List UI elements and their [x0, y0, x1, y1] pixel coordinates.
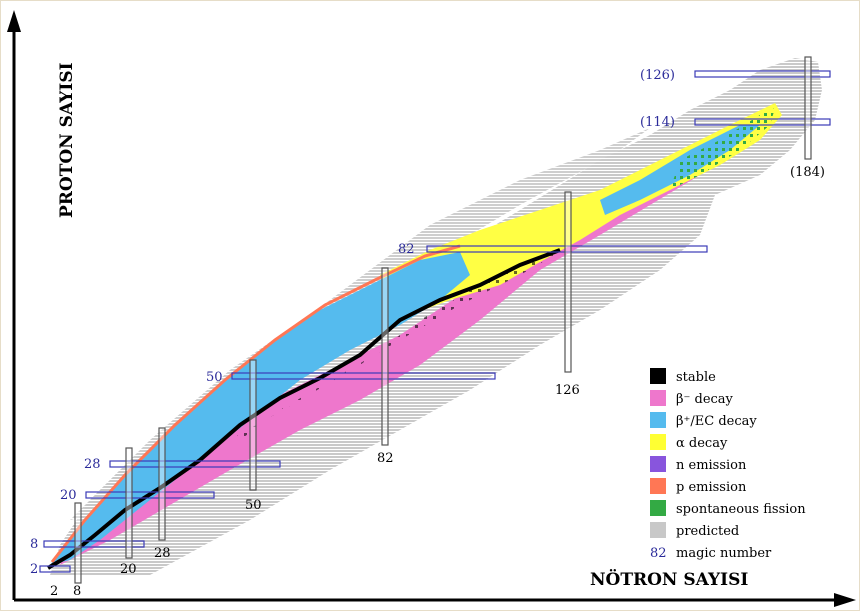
legend-swatch-stable: [650, 368, 666, 384]
neutron-bar-50: [249, 359, 257, 491]
proton-label-114: (114): [640, 115, 675, 130]
axes: [7, 10, 856, 607]
neutron-label-82: 82: [377, 451, 394, 466]
proton-label-126: (126): [640, 68, 675, 83]
legend-label-p-emission: p emission: [676, 480, 747, 495]
neutron-bar-8: [74, 502, 82, 584]
legend-swatch-fission: [650, 500, 666, 516]
y-axis-title: PROTON SAYISI: [57, 62, 77, 218]
neutron-bar-20: [125, 447, 133, 559]
neutron-bar-82: [381, 267, 389, 446]
proton-bar-28: [109, 460, 281, 468]
neutron-bar-28: [158, 427, 166, 541]
legend-label-predicted: predicted: [676, 524, 739, 539]
neutron-label-50: 50: [245, 498, 262, 513]
legend-swatch-predicted: [650, 522, 666, 538]
proton-label-28: 28: [84, 457, 101, 472]
proton-magic-bars: [39, 70, 831, 573]
beta-plus-region: [50, 252, 470, 565]
proton-label-82: 82: [398, 242, 415, 257]
proton-bar-82: [426, 245, 708, 253]
neutron-bar-184: [804, 56, 812, 160]
legend: stable β⁻ decay β⁺/EC decay α decay n em…: [650, 368, 806, 561]
x-axis-arrow: [834, 593, 856, 607]
proton-label-20: 20: [60, 488, 77, 503]
neutron-label-2: 2: [50, 584, 58, 599]
legend-label-beta-minus: β⁻ decay: [676, 392, 734, 407]
legend-swatch-p-emission: [650, 478, 666, 494]
y-axis-arrow: [7, 10, 21, 32]
legend-label-beta-plus: β⁺/EC decay: [676, 414, 757, 429]
stability-line: [46, 248, 561, 570]
proton-bar-2: [39, 565, 71, 573]
x-axis-title: NÖTRON SAYISI: [590, 569, 748, 590]
legend-magic-number: 82: [650, 546, 667, 561]
neutron-label-126: 126: [555, 383, 580, 398]
legend-swatch-beta-minus: [650, 390, 666, 406]
neutron-label-8: 8: [73, 584, 81, 599]
neutron-magic-bars: [74, 56, 812, 584]
fission-region: [670, 108, 775, 190]
legend-swatch-n-emission: [650, 456, 666, 472]
neutron-label-28: 28: [154, 546, 171, 561]
proton-label-50: 50: [206, 370, 223, 385]
legend-label-stable: stable: [676, 370, 716, 385]
proton-bar-20: [85, 491, 215, 499]
proton-label-8: 8: [30, 537, 38, 552]
proton-label-2: 2: [30, 562, 38, 577]
legend-label-n-emission: n emission: [676, 458, 747, 473]
legend-label-fission: spontaneous fission: [676, 502, 806, 517]
legend-magic-label: magic number: [676, 546, 772, 561]
legend-swatch-beta-plus: [650, 412, 666, 428]
proton-bar-126: [694, 70, 831, 78]
stable-speckles: [230, 252, 560, 440]
proton-bar-114: [694, 118, 831, 126]
neutron-label-184: (184): [790, 165, 825, 180]
legend-swatch-alpha: [650, 434, 666, 450]
neutron-label-20: 20: [120, 562, 137, 577]
proton-bar-8: [43, 540, 145, 548]
neutron-bar-126: [564, 191, 572, 373]
legend-label-alpha: α decay: [676, 436, 728, 451]
proton-bar-50: [231, 372, 496, 380]
